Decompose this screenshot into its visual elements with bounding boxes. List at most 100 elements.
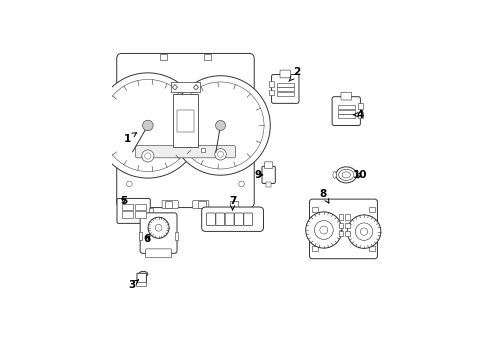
Text: 1: 1 bbox=[123, 132, 136, 144]
Circle shape bbox=[360, 228, 367, 235]
Text: 7: 7 bbox=[228, 196, 236, 210]
FancyBboxPatch shape bbox=[224, 213, 234, 225]
Bar bbox=[230, 202, 237, 208]
Circle shape bbox=[126, 181, 132, 186]
Circle shape bbox=[102, 80, 194, 171]
FancyBboxPatch shape bbox=[234, 213, 243, 225]
FancyBboxPatch shape bbox=[331, 97, 360, 126]
Bar bbox=[357, 103, 362, 109]
Circle shape bbox=[305, 212, 341, 248]
Bar bbox=[201, 148, 205, 152]
Ellipse shape bbox=[332, 171, 336, 178]
Circle shape bbox=[142, 150, 154, 162]
Circle shape bbox=[238, 181, 244, 186]
FancyBboxPatch shape bbox=[280, 70, 290, 78]
Bar bbox=[368, 246, 374, 251]
Text: 10: 10 bbox=[352, 170, 367, 180]
Bar bbox=[311, 246, 317, 251]
Circle shape bbox=[170, 76, 270, 175]
Bar bbox=[203, 54, 210, 60]
FancyBboxPatch shape bbox=[145, 249, 171, 258]
Bar bbox=[338, 214, 343, 220]
Circle shape bbox=[95, 73, 200, 178]
Circle shape bbox=[217, 151, 223, 157]
FancyBboxPatch shape bbox=[215, 213, 224, 225]
Ellipse shape bbox=[355, 171, 359, 178]
Bar bbox=[133, 202, 141, 208]
Ellipse shape bbox=[342, 172, 350, 178]
Circle shape bbox=[155, 224, 162, 231]
FancyBboxPatch shape bbox=[137, 273, 146, 283]
Text: 3: 3 bbox=[128, 280, 138, 290]
Circle shape bbox=[214, 149, 226, 160]
Text: 2: 2 bbox=[288, 67, 300, 81]
FancyBboxPatch shape bbox=[264, 162, 272, 168]
Bar bbox=[276, 83, 293, 87]
FancyBboxPatch shape bbox=[117, 53, 254, 208]
Circle shape bbox=[148, 217, 169, 238]
Ellipse shape bbox=[139, 271, 147, 277]
Bar bbox=[276, 92, 293, 96]
Text: 8: 8 bbox=[319, 189, 328, 203]
Bar bbox=[268, 81, 273, 87]
Text: 4: 4 bbox=[353, 110, 363, 120]
Circle shape bbox=[215, 121, 225, 130]
Bar bbox=[134, 204, 145, 210]
Bar bbox=[337, 110, 354, 113]
FancyBboxPatch shape bbox=[140, 213, 177, 253]
Bar bbox=[121, 204, 132, 210]
Bar bbox=[189, 131, 193, 135]
Bar bbox=[268, 90, 273, 95]
Circle shape bbox=[142, 120, 153, 131]
Bar bbox=[121, 211, 132, 218]
Ellipse shape bbox=[338, 169, 353, 180]
Bar bbox=[265, 181, 271, 186]
Circle shape bbox=[177, 82, 264, 169]
Bar bbox=[136, 282, 146, 286]
FancyBboxPatch shape bbox=[340, 92, 351, 100]
Bar bbox=[276, 87, 293, 91]
FancyBboxPatch shape bbox=[192, 201, 208, 209]
Bar bbox=[165, 202, 172, 208]
FancyBboxPatch shape bbox=[135, 146, 235, 158]
Text: 6: 6 bbox=[143, 234, 150, 244]
Bar bbox=[188, 121, 192, 125]
Bar bbox=[191, 111, 195, 115]
Bar bbox=[345, 214, 349, 220]
Bar bbox=[345, 231, 349, 237]
FancyBboxPatch shape bbox=[271, 75, 298, 103]
Bar bbox=[175, 232, 178, 240]
Bar bbox=[345, 222, 349, 228]
Circle shape bbox=[319, 226, 327, 234]
Bar bbox=[173, 94, 198, 147]
Circle shape bbox=[346, 215, 380, 248]
Bar bbox=[198, 202, 205, 208]
FancyBboxPatch shape bbox=[244, 213, 252, 225]
Bar bbox=[357, 112, 362, 118]
Text: 5: 5 bbox=[120, 195, 127, 206]
FancyBboxPatch shape bbox=[262, 166, 275, 184]
FancyBboxPatch shape bbox=[162, 201, 178, 209]
Bar bbox=[311, 207, 317, 212]
Bar bbox=[160, 54, 167, 60]
FancyBboxPatch shape bbox=[117, 198, 150, 223]
Bar bbox=[176, 110, 194, 132]
FancyBboxPatch shape bbox=[309, 199, 377, 259]
Bar bbox=[337, 105, 354, 109]
Bar bbox=[338, 231, 343, 237]
Bar bbox=[134, 211, 145, 218]
Bar bbox=[148, 208, 153, 214]
Circle shape bbox=[314, 221, 332, 239]
Ellipse shape bbox=[335, 167, 356, 183]
Bar bbox=[337, 114, 354, 118]
Bar bbox=[338, 222, 343, 228]
Bar bbox=[194, 141, 198, 144]
Circle shape bbox=[144, 153, 151, 159]
FancyBboxPatch shape bbox=[201, 207, 263, 231]
Polygon shape bbox=[172, 85, 177, 90]
Circle shape bbox=[355, 223, 372, 240]
Polygon shape bbox=[193, 85, 198, 90]
Bar bbox=[171, 82, 200, 92]
Text: 9: 9 bbox=[254, 170, 262, 180]
FancyBboxPatch shape bbox=[206, 213, 215, 225]
